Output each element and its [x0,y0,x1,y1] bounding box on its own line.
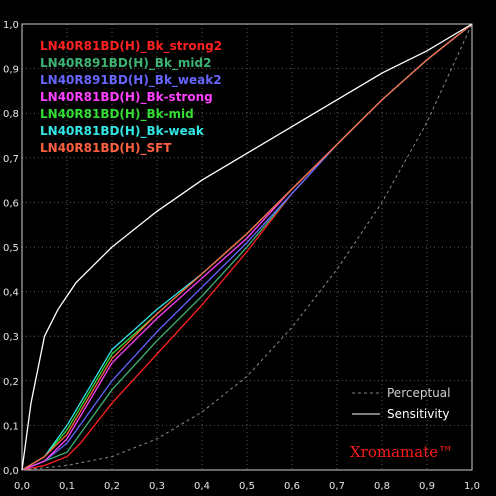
x-tick-label: 0,4 [194,481,210,492]
series-line-8 [21,23,473,471]
y-tick-label: 1,0 [3,20,19,31]
x-tick-label: 0,3 [149,481,165,492]
series-group [21,23,473,471]
x-tick-label: 0,5 [239,481,255,492]
legend-sft: LN40R81BD(H)_SFT [40,141,172,156]
y-tick-label: 0,6 [3,198,19,209]
legend-weak: LN40R81BD(H)_Bk-weak [40,124,205,139]
y-tick-label: 0,1 [3,421,19,432]
legend-perceptual: Perceptual [387,386,450,400]
legend-strong2: LN40R81BD(H)_Bk_strong2 [40,39,222,54]
y-tick-label: 0,0 [3,466,19,477]
y-tick-label: 0,3 [3,332,19,343]
y-tick-label: 0,5 [3,243,19,254]
legend-mid: LN40R81BD(H)_Bk-mid [40,107,194,122]
legend: LN40R81BD(H)_Bk_strong2 LN40R891BD(H)_Bk… [40,39,222,156]
series-line-6 [21,23,473,471]
legend-weak2: LN40R891BD(H)_Bk_weak2 [40,73,222,88]
legend-lower: Perceptual Sensitivity [352,386,450,421]
x-tick-label: 0,0 [14,481,30,492]
y-tick-label: 0,4 [3,288,19,299]
y-tick-label: 0,2 [3,377,19,388]
plot-frame [21,23,473,471]
brand-logo: Xromamate™ [350,443,453,461]
y-tick-label: 0,7 [3,154,19,165]
x-tick-label: 0,8 [374,481,390,492]
x-tick-label: 0,2 [104,481,120,492]
x-tick-label: 0,6 [284,481,300,492]
y-tick-label: 0,9 [3,65,19,76]
series-line-7 [21,23,473,471]
x-tick-label: 1,0 [464,481,480,492]
x-tick-label: 0,9 [419,481,435,492]
legend-sensitivity: Sensitivity [387,407,449,421]
tick-labels: 0,0 0,0 0,1 0,1 0,2 0,2 0,3 0,3 0,4 0,4 0,5 0,5 0,6 0… [3,20,480,492]
legend-strong: LN40R81BD(H)_Bk-strong [40,90,213,105]
legend-mid2: LN40R891BD(H)_Bk_mid2 [40,56,211,71]
x-tick-label: 0,7 [329,481,345,492]
y-tick-label: 0,8 [3,109,19,120]
x-tick-label: 0,1 [59,481,75,492]
